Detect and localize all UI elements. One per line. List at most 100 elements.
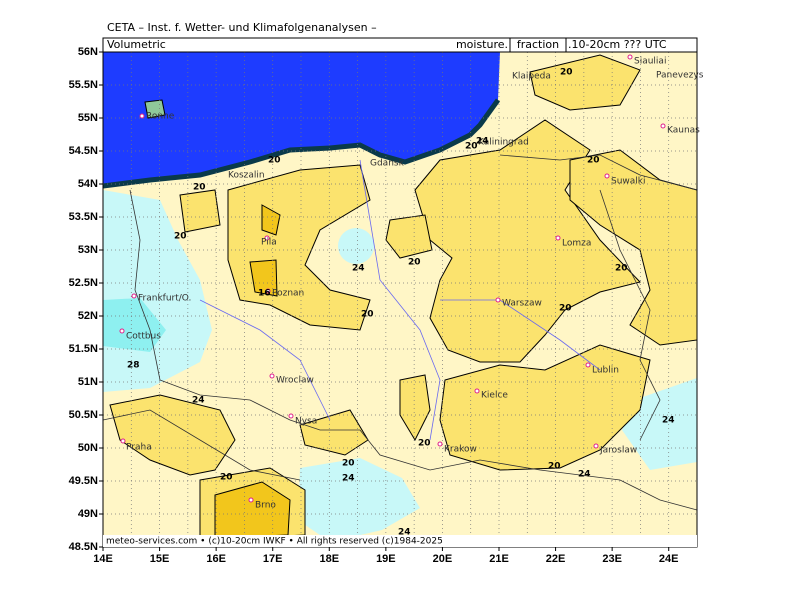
contour-labels: 20 24 20 20 20 20 20 24 20 20 16 20 20 2…	[127, 68, 675, 538]
header-box	[509, 37, 567, 53]
y-tick-label: 49N	[78, 508, 98, 520]
x-tick-label: 16E	[206, 553, 226, 565]
y-tick-label: 51N	[78, 376, 98, 388]
y-tick-label: 48.5N	[69, 541, 98, 553]
city: Praha	[126, 443, 152, 453]
axes: 14E 15E 16E 17E 18E 19E 20E 21E 22E 23E 24E 56N 55.5…	[69, 46, 679, 565]
borders	[102, 154, 698, 511]
city: Cottbus	[126, 332, 161, 342]
wet-area	[298, 458, 420, 542]
city: Suwalki	[611, 177, 646, 187]
city: Panevezys	[656, 71, 704, 81]
city: Lublin	[592, 366, 619, 376]
x-tick-label: 19E	[376, 553, 396, 565]
rivers	[199, 159, 601, 441]
contour-label: 24	[662, 416, 675, 426]
y-tick-label: 53.5N	[69, 211, 98, 223]
contour-label: 24	[398, 528, 411, 538]
city: Kielce	[481, 391, 508, 401]
y-tick-label: 54N	[78, 178, 98, 190]
x-tick-label: 24E	[659, 553, 679, 565]
city: Klaipeda	[512, 72, 551, 82]
y-tick-label: 50N	[78, 442, 98, 454]
city: Warszaw	[502, 299, 542, 309]
contour-label: 20	[361, 310, 374, 320]
city: Siauliai	[634, 57, 666, 67]
contour-label: 16	[258, 289, 271, 299]
city-labels: Siauliai Panevezys Klaipeda Kaunas Ronne…	[126, 57, 704, 511]
contour-label: 20	[465, 142, 478, 152]
header-left: Volumetric	[107, 38, 166, 51]
city: Gdansk	[370, 159, 405, 169]
x-tick-label: 17E	[263, 553, 283, 565]
y-tick-label: 54.5N	[69, 145, 98, 157]
island	[144, 99, 166, 119]
contour-label: 20	[559, 304, 572, 314]
city: Kaunas	[667, 126, 700, 136]
x-tick-label: 20E	[433, 553, 453, 565]
very-dry-area	[249, 259, 278, 297]
x-tick-label: 18E	[319, 553, 339, 565]
city: Wroclaw	[276, 376, 314, 386]
map-area: Siauliai Panevezys Klaipeda Kaunas Ronne…	[102, 51, 704, 548]
dry-area	[179, 189, 221, 233]
footer-bar	[103, 535, 697, 547]
contour-label: 20	[615, 264, 628, 274]
sea	[103, 52, 500, 186]
y-tick-label: 50.5N	[69, 409, 98, 421]
y-tick-label: 51.5N	[69, 343, 98, 355]
contour-label: 24	[192, 396, 205, 406]
very-dry-area	[214, 481, 291, 539]
contour-label: 20	[193, 183, 206, 193]
x-tick-label: 15E	[150, 553, 170, 565]
contour-label: 24	[342, 474, 355, 484]
y-tick-label: 56N	[78, 46, 98, 58]
footer: meteo-services.com • (c)10-20cm IWKF • A…	[106, 537, 443, 547]
city: Koszalin	[228, 171, 265, 181]
city: Krakow	[444, 445, 477, 455]
header-box-text: fraction	[517, 38, 559, 51]
contour-label: 28	[127, 361, 140, 371]
contour-label: 20	[342, 459, 355, 469]
dry-area	[529, 54, 641, 111]
city: Poznan	[272, 289, 304, 299]
dry-area	[299, 409, 369, 456]
contour-label: 20	[268, 156, 281, 166]
city: Pila	[261, 238, 277, 248]
very-dry-area	[261, 204, 281, 236]
contour-label: 24	[578, 470, 591, 480]
city-markers	[119, 54, 666, 503]
header-right: moisture.	[456, 38, 508, 51]
city: Jaroslaw	[599, 446, 637, 456]
dry-area	[439, 344, 651, 471]
city: Ronne	[146, 112, 175, 122]
contour-label: 20	[560, 68, 573, 78]
coast	[102, 98, 501, 189]
y-tick-label: 55N	[78, 112, 98, 124]
y-tick-label: 53N	[78, 244, 98, 256]
contour-label: 20	[220, 473, 233, 483]
contour-label: 24	[352, 264, 365, 274]
contour-label: 24	[476, 137, 489, 147]
header-right: .10-20cm ??? UTC	[568, 38, 667, 51]
x-tick-label: 21E	[489, 553, 509, 565]
contour-label: 20	[174, 232, 187, 242]
contour-label: 20	[587, 156, 600, 166]
title: CETA – Inst. f. Wetter- und Klimafolgena…	[107, 21, 377, 34]
contour-label: 20	[548, 462, 561, 472]
y-tick-label: 49.5N	[69, 475, 98, 487]
contour-label: 20	[408, 258, 421, 268]
city: Nysa	[295, 417, 317, 427]
contour-label: 20	[418, 439, 431, 449]
wetter-area	[103, 298, 166, 352]
x-tick-label: 22E	[546, 553, 566, 565]
x-tick-label: 23E	[602, 553, 622, 565]
x-tick-label: 14E	[93, 553, 113, 565]
city: Brno	[255, 501, 276, 511]
wet-area	[338, 228, 374, 264]
dry-area	[399, 374, 431, 442]
city: Lomza	[562, 239, 591, 249]
city: Frankfurt/O.	[138, 294, 191, 304]
